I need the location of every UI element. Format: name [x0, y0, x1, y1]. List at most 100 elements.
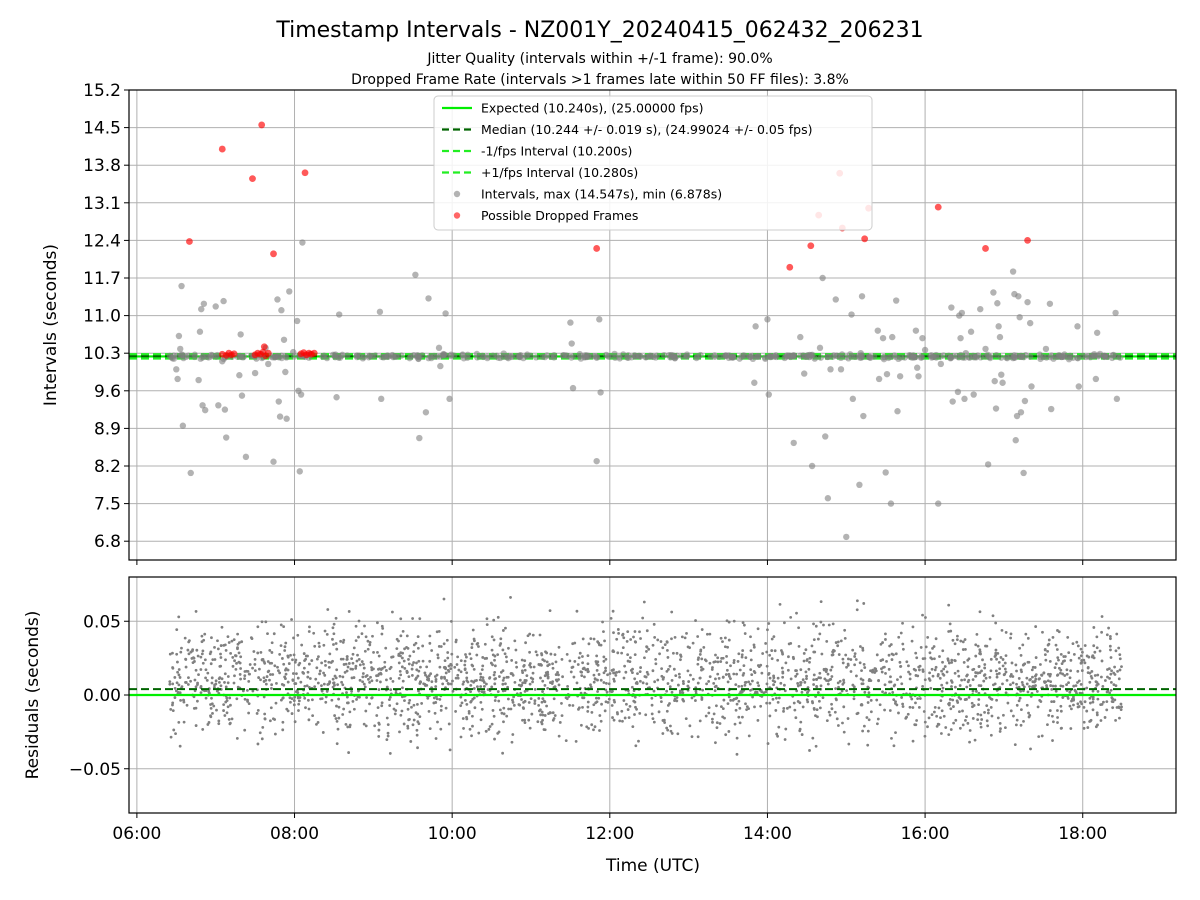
interval-point	[797, 333, 804, 341]
residual-point	[1067, 681, 1070, 685]
residual-point	[714, 677, 717, 681]
residual-point	[575, 609, 579, 613]
residual-point	[494, 695, 498, 699]
residual-point	[927, 716, 931, 720]
residual-point	[618, 719, 622, 723]
residual-point	[1072, 703, 1075, 707]
residual-point	[316, 681, 320, 685]
residual-point	[862, 662, 866, 666]
dropped-frame-point	[260, 343, 268, 351]
residual-point	[561, 675, 564, 679]
residual-point	[819, 600, 823, 603]
residual-point	[1106, 675, 1109, 679]
residual-point	[171, 666, 174, 669]
residual-point	[1001, 658, 1005, 661]
interval-point	[752, 323, 759, 330]
residual-point	[517, 683, 521, 687]
residual-point	[552, 697, 556, 701]
residual-point	[1057, 666, 1061, 670]
residual-point	[1050, 700, 1054, 704]
residual-point	[525, 674, 529, 678]
residual-point	[714, 741, 717, 745]
residual-point	[196, 683, 199, 686]
interval-point	[1022, 352, 1029, 359]
residual-point	[419, 665, 422, 669]
residual-point	[908, 672, 912, 676]
residual-point	[698, 653, 702, 656]
residual-point	[345, 691, 348, 694]
residual-point	[502, 712, 506, 716]
residual-point	[646, 673, 650, 676]
residual-point	[911, 739, 915, 743]
residual-point	[256, 651, 260, 655]
residual-point	[479, 685, 483, 688]
residual-point	[899, 675, 903, 679]
residual-point	[900, 696, 904, 699]
residual-point	[406, 724, 410, 728]
residual-point	[698, 676, 702, 680]
residual-point	[971, 678, 975, 682]
residual-point	[941, 660, 944, 664]
residual-point	[1000, 629, 1004, 632]
interval-point	[606, 353, 613, 360]
interval-point	[817, 354, 825, 361]
residual-point	[966, 721, 970, 725]
residual-point	[235, 736, 239, 740]
residual-point	[843, 628, 847, 632]
residual-point	[1091, 689, 1095, 693]
residual-point	[645, 650, 648, 653]
interval-point	[338, 352, 345, 360]
residual-point	[288, 696, 292, 700]
residual-point	[921, 684, 925, 688]
residual-point	[780, 666, 784, 670]
residual-point	[273, 664, 277, 668]
x-tick-label: 18:00	[1058, 824, 1107, 844]
residual-point	[314, 677, 318, 681]
residual-point	[884, 632, 887, 636]
residual-point	[599, 678, 603, 682]
residual-point	[176, 670, 180, 674]
residual-point	[368, 702, 371, 706]
interval-point	[276, 413, 284, 420]
residual-point	[915, 656, 919, 660]
residual-point	[529, 697, 533, 701]
residual-point	[939, 699, 943, 703]
interval-point	[393, 353, 400, 360]
residual-point	[1087, 655, 1091, 659]
residual-point	[1022, 719, 1025, 723]
residual-point	[1086, 726, 1090, 729]
residual-point	[1004, 631, 1008, 634]
residual-point	[632, 635, 635, 639]
residual-point	[638, 679, 642, 683]
residual-point	[284, 667, 288, 670]
residual-point	[702, 645, 706, 649]
residual-point	[247, 711, 251, 715]
residual-point	[995, 675, 999, 679]
residual-point	[240, 640, 244, 644]
residual-point	[1080, 658, 1084, 662]
residual-point	[916, 697, 920, 701]
residual-point	[954, 718, 958, 722]
residual-point	[787, 655, 790, 659]
residual-point	[545, 704, 548, 708]
residual-point	[289, 653, 292, 657]
residual-point	[899, 665, 902, 668]
interval-point	[360, 353, 368, 361]
interval-point	[973, 353, 980, 360]
residual-point	[830, 702, 833, 706]
residual-point	[724, 733, 728, 737]
interval-point	[1020, 469, 1027, 477]
residual-point	[616, 628, 620, 631]
residual-point	[998, 667, 1002, 671]
residual-point	[926, 725, 929, 729]
residual-point	[936, 674, 940, 678]
residual-point	[1091, 708, 1095, 712]
residual-point	[440, 676, 443, 680]
residual-point	[914, 674, 918, 677]
residual-point	[414, 677, 417, 681]
residual-point	[256, 625, 260, 629]
residual-point	[187, 676, 190, 680]
residual-point	[565, 697, 569, 701]
residual-point	[1118, 668, 1122, 672]
residual-point	[322, 671, 325, 675]
